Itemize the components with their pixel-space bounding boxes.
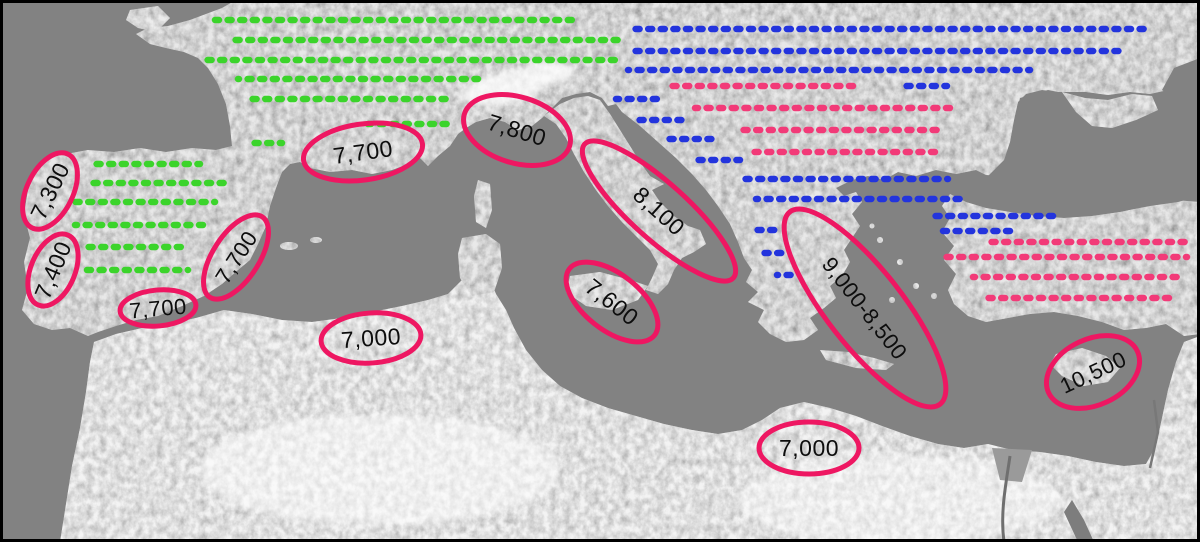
date-ellipse-8100 <box>579 138 739 284</box>
date-ellipse-7800 <box>461 92 573 168</box>
date-ellipse-7300 <box>20 150 80 232</box>
aegean-island <box>931 293 937 299</box>
date-ellipse-7700 <box>201 212 271 302</box>
nile-delta <box>992 448 1032 482</box>
date-ellipse-90008500 <box>781 206 949 410</box>
date-ellipse-7700 <box>300 120 426 184</box>
date-label-7000: 7,000 <box>779 435 839 461</box>
date-ellipse-7000 <box>318 310 424 366</box>
date-annotation-7700-4: 7,700 <box>300 120 426 184</box>
hydro-details <box>992 399 1160 542</box>
date-ellipse-7000 <box>756 419 862 477</box>
date-ellipse-7400 <box>25 231 81 309</box>
relief-highlights <box>200 61 1060 542</box>
nile-river <box>1001 455 1012 542</box>
date-annotation-7000-10: 7,000 <box>756 419 862 477</box>
aegean-island <box>897 259 903 265</box>
date-label-7700: 7,700 <box>128 294 188 324</box>
island-england <box>126 6 170 32</box>
date-ellipse-7600 <box>563 259 661 345</box>
dot-rows-layer <box>68 16 1192 302</box>
sea-of-azov <box>1162 58 1200 106</box>
aegean-island <box>869 223 875 229</box>
date-ellipse-7700 <box>117 287 199 329</box>
island-cyprus <box>1050 348 1120 386</box>
black-sea <box>1000 90 1200 212</box>
date-ellipse-10500 <box>1043 333 1143 411</box>
aegean-island <box>913 283 919 289</box>
date-annotation-7700-2: 7,700 <box>117 287 199 329</box>
island-corsica <box>474 180 492 228</box>
islands-over-sea-layer <box>869 92 1158 303</box>
aegean-island <box>877 237 883 243</box>
date-label-7000: 7,000 <box>340 323 402 353</box>
peninsula-crimea <box>1062 92 1158 128</box>
sea-of-marmara <box>970 175 1000 187</box>
date-annotation-7000-8: 7,000 <box>318 310 424 366</box>
black-sea-layer <box>970 58 1200 212</box>
island-mallorca <box>280 242 298 250</box>
red-sea <box>1064 500 1094 542</box>
island-sardinia <box>458 234 502 296</box>
jordan-rift <box>1148 399 1160 469</box>
island-menorca <box>310 237 322 243</box>
aegean-island <box>889 297 895 303</box>
